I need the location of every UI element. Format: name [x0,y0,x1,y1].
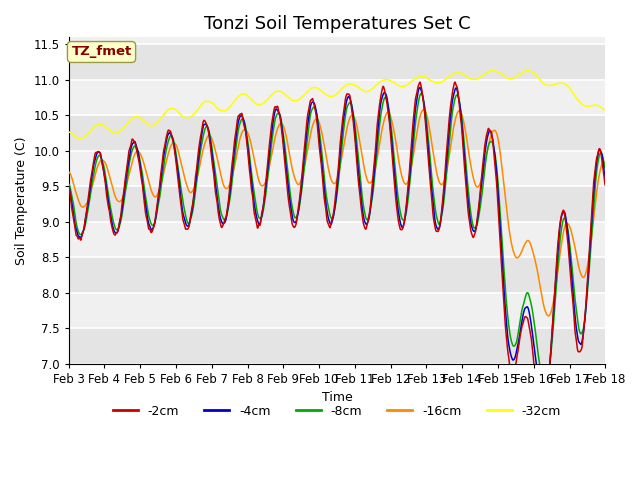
Bar [68,257,605,293]
Text: TZ_fmet: TZ_fmet [72,46,132,59]
Legend: -2cm, -4cm, -8cm, -16cm, -32cm: -2cm, -4cm, -8cm, -16cm, -32cm [108,400,566,423]
Bar [68,45,605,80]
X-axis label: Time: Time [322,391,353,404]
Y-axis label: Soil Temperature (C): Soil Temperature (C) [15,136,28,265]
Title: Tonzi Soil Temperatures Set C: Tonzi Soil Temperatures Set C [204,15,470,33]
Bar [68,115,605,151]
Bar [68,186,605,222]
Bar [68,328,605,364]
